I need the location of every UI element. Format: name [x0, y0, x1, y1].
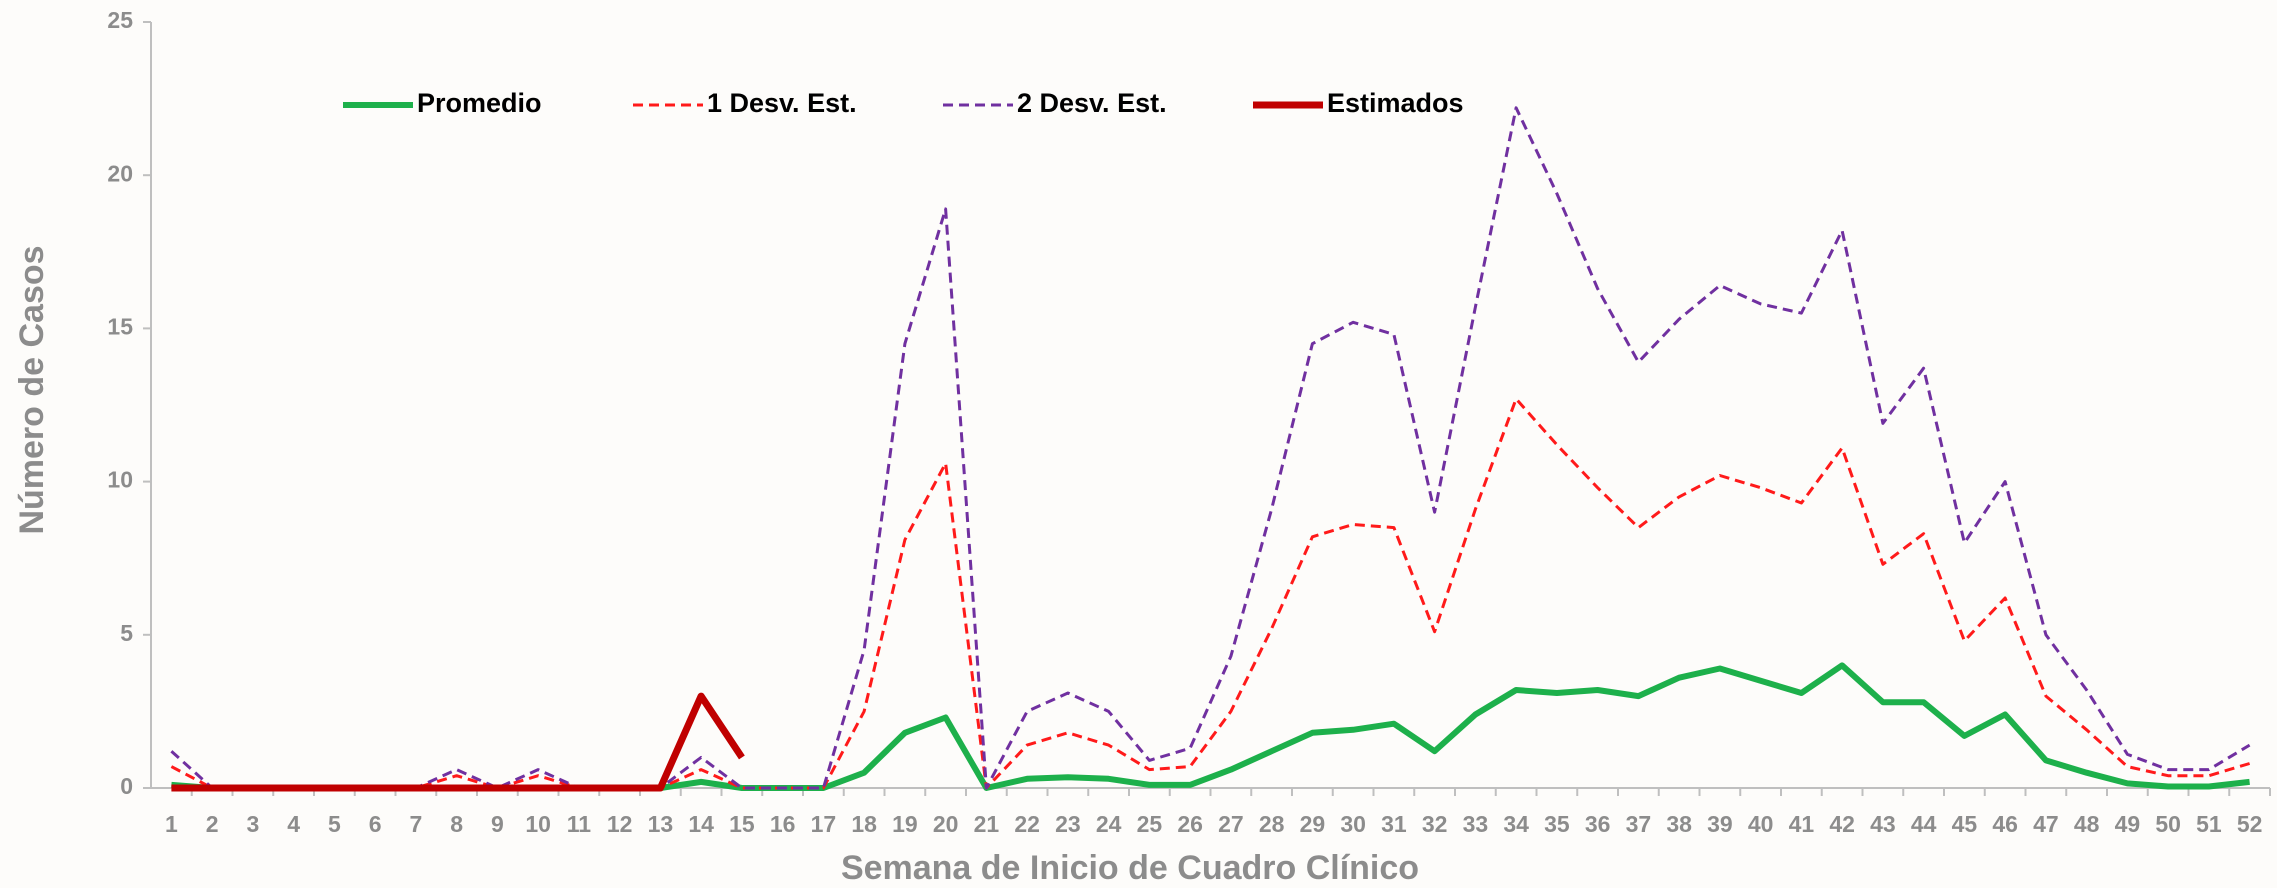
x-tick-label: 3: [246, 811, 259, 837]
x-tick-label: 11: [567, 811, 592, 837]
x-tick-label: 21: [974, 811, 1000, 837]
x-tick-label: 34: [1503, 811, 1529, 837]
x-tick-label: 5: [328, 811, 341, 837]
x-tick-label: 36: [1585, 811, 1611, 837]
x-tick-label: 9: [491, 811, 504, 837]
x-tick-label: 16: [770, 811, 796, 837]
x-tick-label: 30: [1340, 811, 1366, 837]
x-tick-label: 27: [1218, 811, 1244, 837]
y-tick-label: 5: [120, 620, 133, 646]
x-tick-label: 15: [729, 811, 755, 837]
y-axis-title: Número de Casos: [13, 245, 51, 534]
x-tick-label: 39: [1707, 811, 1733, 837]
x-tick-label: 28: [1259, 811, 1285, 837]
y-tick-label: 15: [107, 313, 133, 339]
series-line: [170, 106, 2251, 790]
x-tick-label: 8: [450, 811, 463, 837]
x-tick-label: 7: [409, 811, 422, 837]
series-line: [170, 397, 2251, 790]
x-tick-label: 31: [1381, 811, 1407, 837]
x-tick-label: 18: [851, 811, 877, 837]
y-tick-label: 0: [120, 773, 133, 799]
x-tick-label: 40: [1748, 811, 1774, 837]
x-tick-label: 19: [892, 811, 918, 837]
legend-label: 2 Desv. Est.: [1017, 88, 1167, 118]
x-tick-label: 23: [1055, 811, 1081, 837]
x-tick-label: 1: [165, 811, 178, 837]
x-tick-label: 42: [1829, 811, 1855, 837]
y-tick-label: 25: [107, 7, 133, 33]
x-tick-label: 13: [648, 811, 674, 837]
y-tick-label: 10: [107, 467, 133, 493]
x-tick-label: 52: [2237, 811, 2263, 837]
x-tick-label: 20: [933, 811, 959, 837]
series-line: [171, 692, 745, 792]
x-axis-title: Semana de Inicio de Cuadro Clínico: [841, 849, 1419, 887]
legend-label: Promedio: [417, 88, 542, 118]
x-tick-label: 32: [1422, 811, 1448, 837]
x-tick-label: 33: [1463, 811, 1489, 837]
x-tick-label: 37: [1626, 811, 1652, 837]
x-tick-label: 25: [1137, 811, 1163, 837]
x-tick-label: 47: [2033, 811, 2059, 837]
x-tick-label: 45: [1952, 811, 1978, 837]
x-tick-label: 26: [1177, 811, 1203, 837]
x-tick-label: 24: [1096, 811, 1122, 837]
x-tick-label: 44: [1911, 811, 1937, 837]
x-tick-label: 6: [369, 811, 382, 837]
x-tick-label: 38: [1666, 811, 1692, 837]
x-tick-label: 14: [688, 811, 714, 837]
x-tick-label: 48: [2074, 811, 2100, 837]
x-tick-label: 35: [1544, 811, 1570, 837]
x-tick-label: 2: [206, 811, 219, 837]
x-tick-label: 49: [2115, 811, 2141, 837]
x-tick-label: 29: [1300, 811, 1326, 837]
x-tick-label: 50: [2155, 811, 2181, 837]
x-tick-label: 22: [1014, 811, 1040, 837]
x-tick-label: 10: [525, 811, 551, 837]
legend-label: Estimados: [1327, 88, 1464, 118]
legend-label: 1 Desv. Est.: [707, 88, 857, 118]
x-tick-label: 51: [2196, 811, 2222, 837]
y-tick-label: 20: [107, 160, 133, 186]
x-tick-label: 17: [811, 811, 837, 837]
x-tick-label: 46: [1992, 811, 2018, 837]
x-tick-label: 41: [1789, 811, 1815, 837]
x-tick-label: 12: [607, 811, 633, 837]
x-tick-label: 4: [287, 811, 300, 837]
x-tick-label: 43: [1870, 811, 1896, 837]
